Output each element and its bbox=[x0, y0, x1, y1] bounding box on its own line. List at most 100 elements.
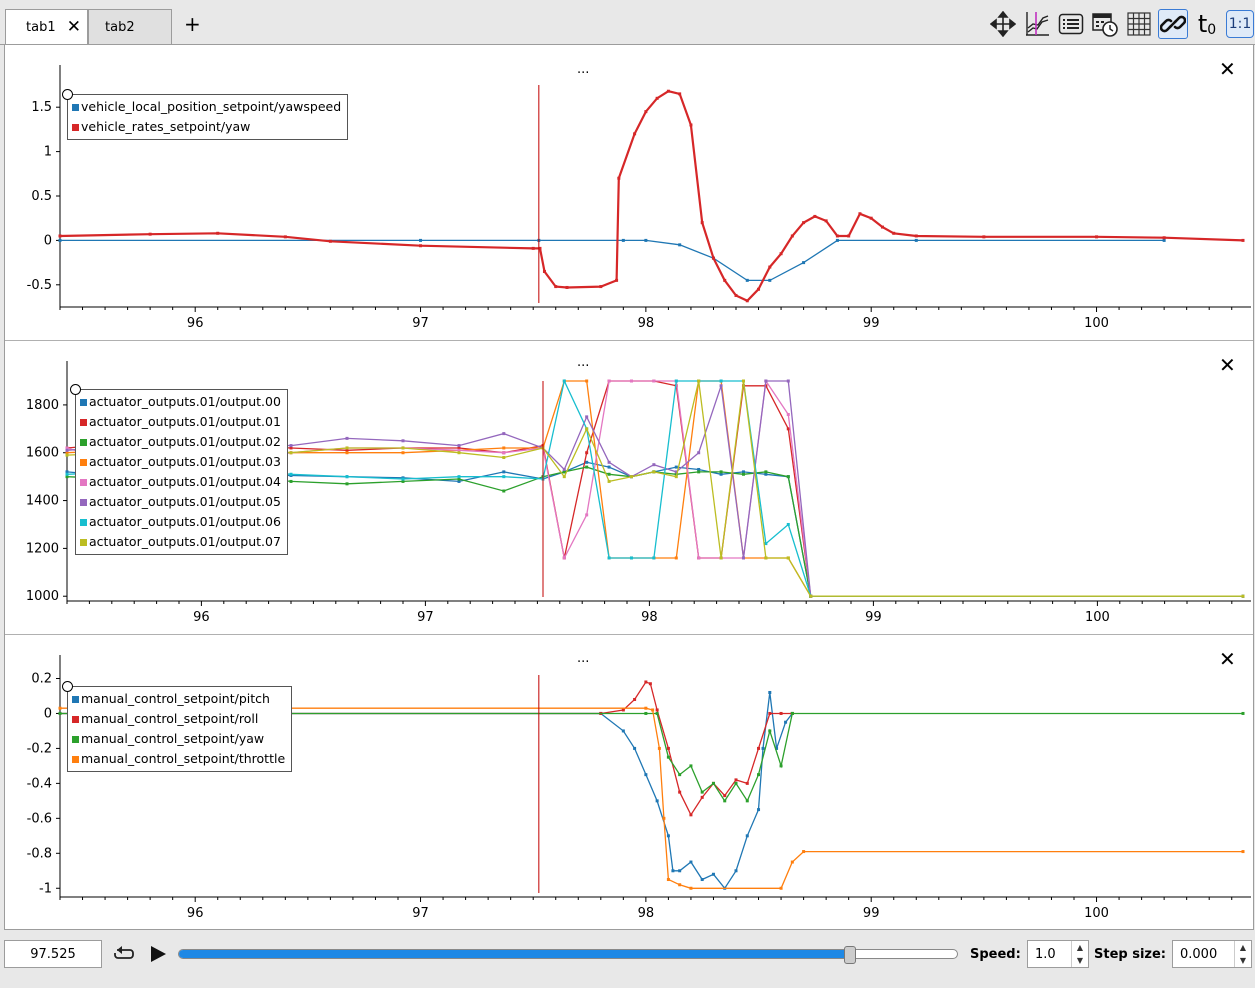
close-panel-icon[interactable]: ✕ bbox=[1219, 353, 1236, 377]
x-tick-label: 98 bbox=[641, 610, 658, 625]
plot-icon[interactable] bbox=[1022, 9, 1052, 39]
plot-area: -0.5 0 0.5 1 1.5 96 97 98 99 100 ... ✕ vehicle_lo… bbox=[4, 44, 1254, 930]
data-point bbox=[786, 475, 790, 479]
data-point bbox=[457, 446, 461, 450]
x-tick-label: 97 bbox=[412, 906, 429, 921]
data-point bbox=[621, 729, 625, 733]
panel-divider[interactable] bbox=[5, 634, 1253, 635]
move-icon[interactable] bbox=[988, 9, 1018, 39]
panel-menu-dots[interactable]: ... bbox=[577, 355, 590, 370]
data-point bbox=[666, 878, 670, 882]
spin-arrows-icon[interactable]: ▲ ▼ bbox=[1071, 941, 1088, 967]
panel-divider[interactable] bbox=[5, 340, 1253, 341]
x-tick-label: 96 bbox=[193, 610, 210, 625]
data-point bbox=[786, 556, 790, 560]
data-point bbox=[689, 860, 693, 864]
legend[interactable]: vehicle_local_position_setpoint/yawspeed… bbox=[62, 89, 349, 140]
close-tab-icon[interactable]: ✕ bbox=[66, 17, 81, 37]
data-point bbox=[345, 448, 349, 452]
y-tick-label: -1 bbox=[39, 881, 52, 896]
legend-handle[interactable] bbox=[70, 384, 81, 395]
list-icon[interactable] bbox=[1056, 9, 1086, 39]
y-tick-label: -0.5 bbox=[27, 278, 52, 293]
close-panel-icon[interactable]: ✕ bbox=[1219, 57, 1236, 81]
data-point bbox=[652, 556, 656, 560]
x-tick-label: 100 bbox=[1084, 316, 1109, 331]
data-point bbox=[697, 467, 701, 471]
timeline-slider[interactable] bbox=[178, 949, 958, 959]
speed-spinbox[interactable]: 1.0 ▲ ▼ bbox=[1027, 940, 1089, 968]
calendar-clock-icon[interactable] bbox=[1090, 9, 1120, 39]
plot-panel-actuators[interactable]: 1000 1200 1400 1600 1800 96 97 98 99 100 ... ✕ ac… bbox=[5, 341, 1253, 633]
grid-icon[interactable] bbox=[1124, 9, 1154, 39]
y-tick-label: -0.2 bbox=[27, 741, 52, 756]
data-point bbox=[655, 96, 659, 100]
legend[interactable]: manual_control_setpoint/pitch manual_con… bbox=[62, 681, 293, 772]
data-point bbox=[502, 432, 506, 436]
data-point bbox=[531, 246, 535, 250]
data-point bbox=[802, 261, 806, 265]
data-point bbox=[562, 470, 566, 474]
data-point bbox=[734, 781, 738, 785]
data-point bbox=[1241, 850, 1245, 854]
step-size-spinbox[interactable]: 0.000 ▲ ▼ bbox=[1172, 940, 1252, 968]
data-point bbox=[674, 465, 678, 469]
data-point bbox=[65, 472, 69, 476]
data-point bbox=[538, 246, 542, 250]
legend-item: actuator_outputs.01/output.04 bbox=[80, 472, 281, 492]
data-point bbox=[419, 244, 423, 248]
plot-panel-manual-control[interactable]: -1 -0.8 -0.6 -0.4 -0.2 0 0.2 96 97 98 99 100 ... ✕ … bbox=[5, 635, 1253, 929]
legend-handle[interactable] bbox=[62, 89, 73, 100]
panel-menu-dots[interactable]: ... bbox=[577, 62, 590, 77]
legend-handle[interactable] bbox=[62, 681, 73, 692]
time-input[interactable]: 97.525 bbox=[4, 940, 102, 968]
tab-1[interactable]: tab1 ✕ bbox=[5, 9, 88, 45]
data-point bbox=[457, 477, 461, 481]
data-point bbox=[809, 594, 813, 598]
data-point bbox=[648, 682, 652, 686]
data-point bbox=[802, 221, 806, 225]
data-point bbox=[719, 470, 723, 474]
data-point bbox=[764, 556, 768, 560]
data-point bbox=[662, 816, 666, 820]
x-tick-label: 100 bbox=[1084, 906, 1109, 921]
time-zero-sub: 0 bbox=[1207, 22, 1217, 38]
data-point bbox=[502, 446, 506, 450]
one-to-one-icon[interactable]: 1:1 bbox=[1226, 10, 1254, 38]
play-icon[interactable] bbox=[148, 944, 168, 968]
one-to-one-label: 1:1 bbox=[1228, 16, 1252, 32]
data-point bbox=[757, 808, 761, 812]
data-point bbox=[790, 234, 794, 238]
loop-icon[interactable] bbox=[113, 943, 135, 969]
playback-bar: 97.525 Speed: 1.0 ▲ ▼ Step size: 0.000 ▲ ▼ bbox=[0, 932, 1255, 988]
add-tab-button[interactable]: + bbox=[184, 12, 201, 36]
data-point bbox=[666, 746, 670, 750]
legend-item: actuator_outputs.01/output.05 bbox=[80, 492, 281, 512]
data-point bbox=[65, 470, 69, 474]
data-point bbox=[644, 773, 648, 777]
plot-panel-yaw[interactable]: -0.5 0 0.5 1 1.5 96 97 98 99 100 ... ✕ vehicle_lo… bbox=[5, 45, 1253, 339]
data-point bbox=[745, 834, 749, 838]
data-point bbox=[585, 460, 589, 464]
data-point bbox=[148, 232, 152, 236]
data-point bbox=[1095, 235, 1099, 239]
legend[interactable]: actuator_outputs.01/output.00 actuator_o… bbox=[70, 384, 288, 555]
data-point bbox=[790, 860, 794, 864]
link-icon[interactable] bbox=[1158, 9, 1188, 39]
data-point bbox=[289, 479, 293, 483]
legend-item: actuator_outputs.01/output.03 bbox=[80, 452, 281, 472]
panel-menu-dots[interactable]: ... bbox=[577, 651, 590, 666]
data-point bbox=[585, 379, 589, 383]
spin-arrows-icon[interactable]: ▲ ▼ bbox=[1234, 941, 1251, 967]
data-point bbox=[768, 729, 772, 733]
timeline-handle[interactable] bbox=[843, 946, 856, 964]
data-point bbox=[779, 764, 783, 768]
manual-control-chart: -1 -0.8 -0.6 -0.4 -0.2 0 0.2 96 97 98 99 100 bbox=[27, 655, 1251, 921]
data-point bbox=[666, 89, 670, 93]
tab-2[interactable]: tab2 bbox=[88, 9, 172, 44]
legend-swatch bbox=[80, 438, 87, 446]
close-panel-icon[interactable]: ✕ bbox=[1219, 647, 1236, 671]
axes: 1000 1200 1400 1600 1800 96 97 98 99 100 bbox=[26, 361, 1251, 625]
legend-swatch bbox=[72, 123, 79, 131]
